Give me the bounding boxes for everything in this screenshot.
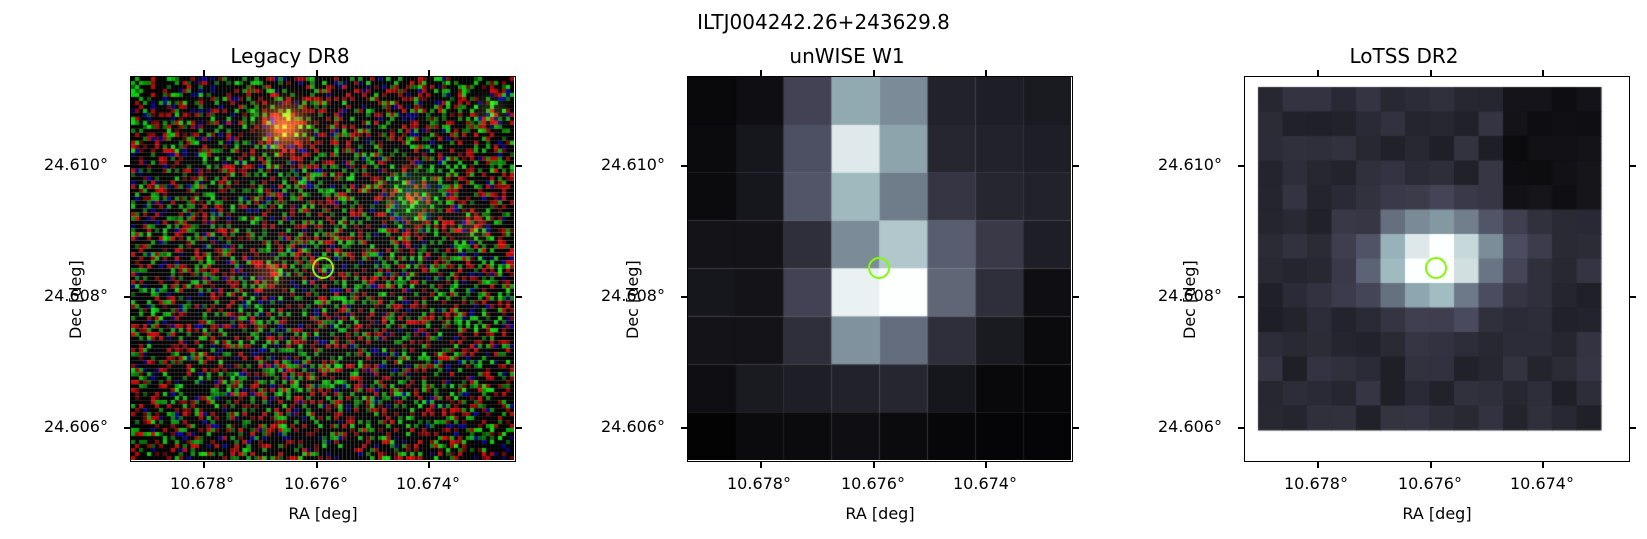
y-tick-label: 24.606° — [601, 417, 665, 436]
y-tick-label: 24.608° — [601, 286, 665, 305]
y-tick-label: 24.610° — [44, 155, 108, 174]
panel-title: LoTSS DR2 — [1349, 44, 1459, 68]
x-axis-label: RA [deg] — [288, 504, 358, 523]
x-tick-label: 10.678° — [727, 474, 791, 493]
y-tick-label: 24.606° — [44, 417, 108, 436]
x-axis-label: RA [deg] — [1402, 504, 1472, 523]
x-tick-label: 10.674° — [953, 474, 1017, 493]
image-axes — [687, 76, 1073, 462]
image-axes — [130, 76, 516, 462]
figure-title: ILTJ004242.26+243629.8 — [697, 10, 950, 34]
x-tick-label: 10.676° — [284, 474, 348, 493]
source-marker-circle — [1425, 257, 1447, 279]
y-tick-label: 24.610° — [1158, 155, 1222, 174]
x-tick-label: 10.676° — [841, 474, 905, 493]
panel-legacy: Legacy DR8 Dec [deg] RA [deg] 10.678° 10… — [44, 44, 522, 534]
y-tick-label: 24.606° — [1158, 417, 1222, 436]
image-axes — [1244, 76, 1630, 462]
panel-lotss: LoTSS DR2 Dec [deg] RA [deg] 10.678° 10.… — [1158, 44, 1636, 534]
panel-title: unWISE W1 — [789, 44, 905, 68]
x-tick-label: 10.674° — [396, 474, 460, 493]
y-tick-label: 24.608° — [44, 286, 108, 305]
x-tick-label: 10.676° — [1398, 474, 1462, 493]
source-marker-circle — [312, 257, 334, 279]
x-axis-label: RA [deg] — [845, 504, 915, 523]
x-tick-label: 10.674° — [1510, 474, 1574, 493]
x-tick-label: 10.678° — [170, 474, 234, 493]
panel-title: Legacy DR8 — [230, 44, 350, 68]
panel-unwise: unWISE W1 Dec [deg] RA [deg] 10.678° 10.… — [601, 44, 1079, 534]
source-marker-circle — [868, 257, 890, 279]
y-tick-label: 24.610° — [601, 155, 665, 174]
x-tick-label: 10.678° — [1284, 474, 1348, 493]
y-tick-label: 24.608° — [1158, 286, 1222, 305]
